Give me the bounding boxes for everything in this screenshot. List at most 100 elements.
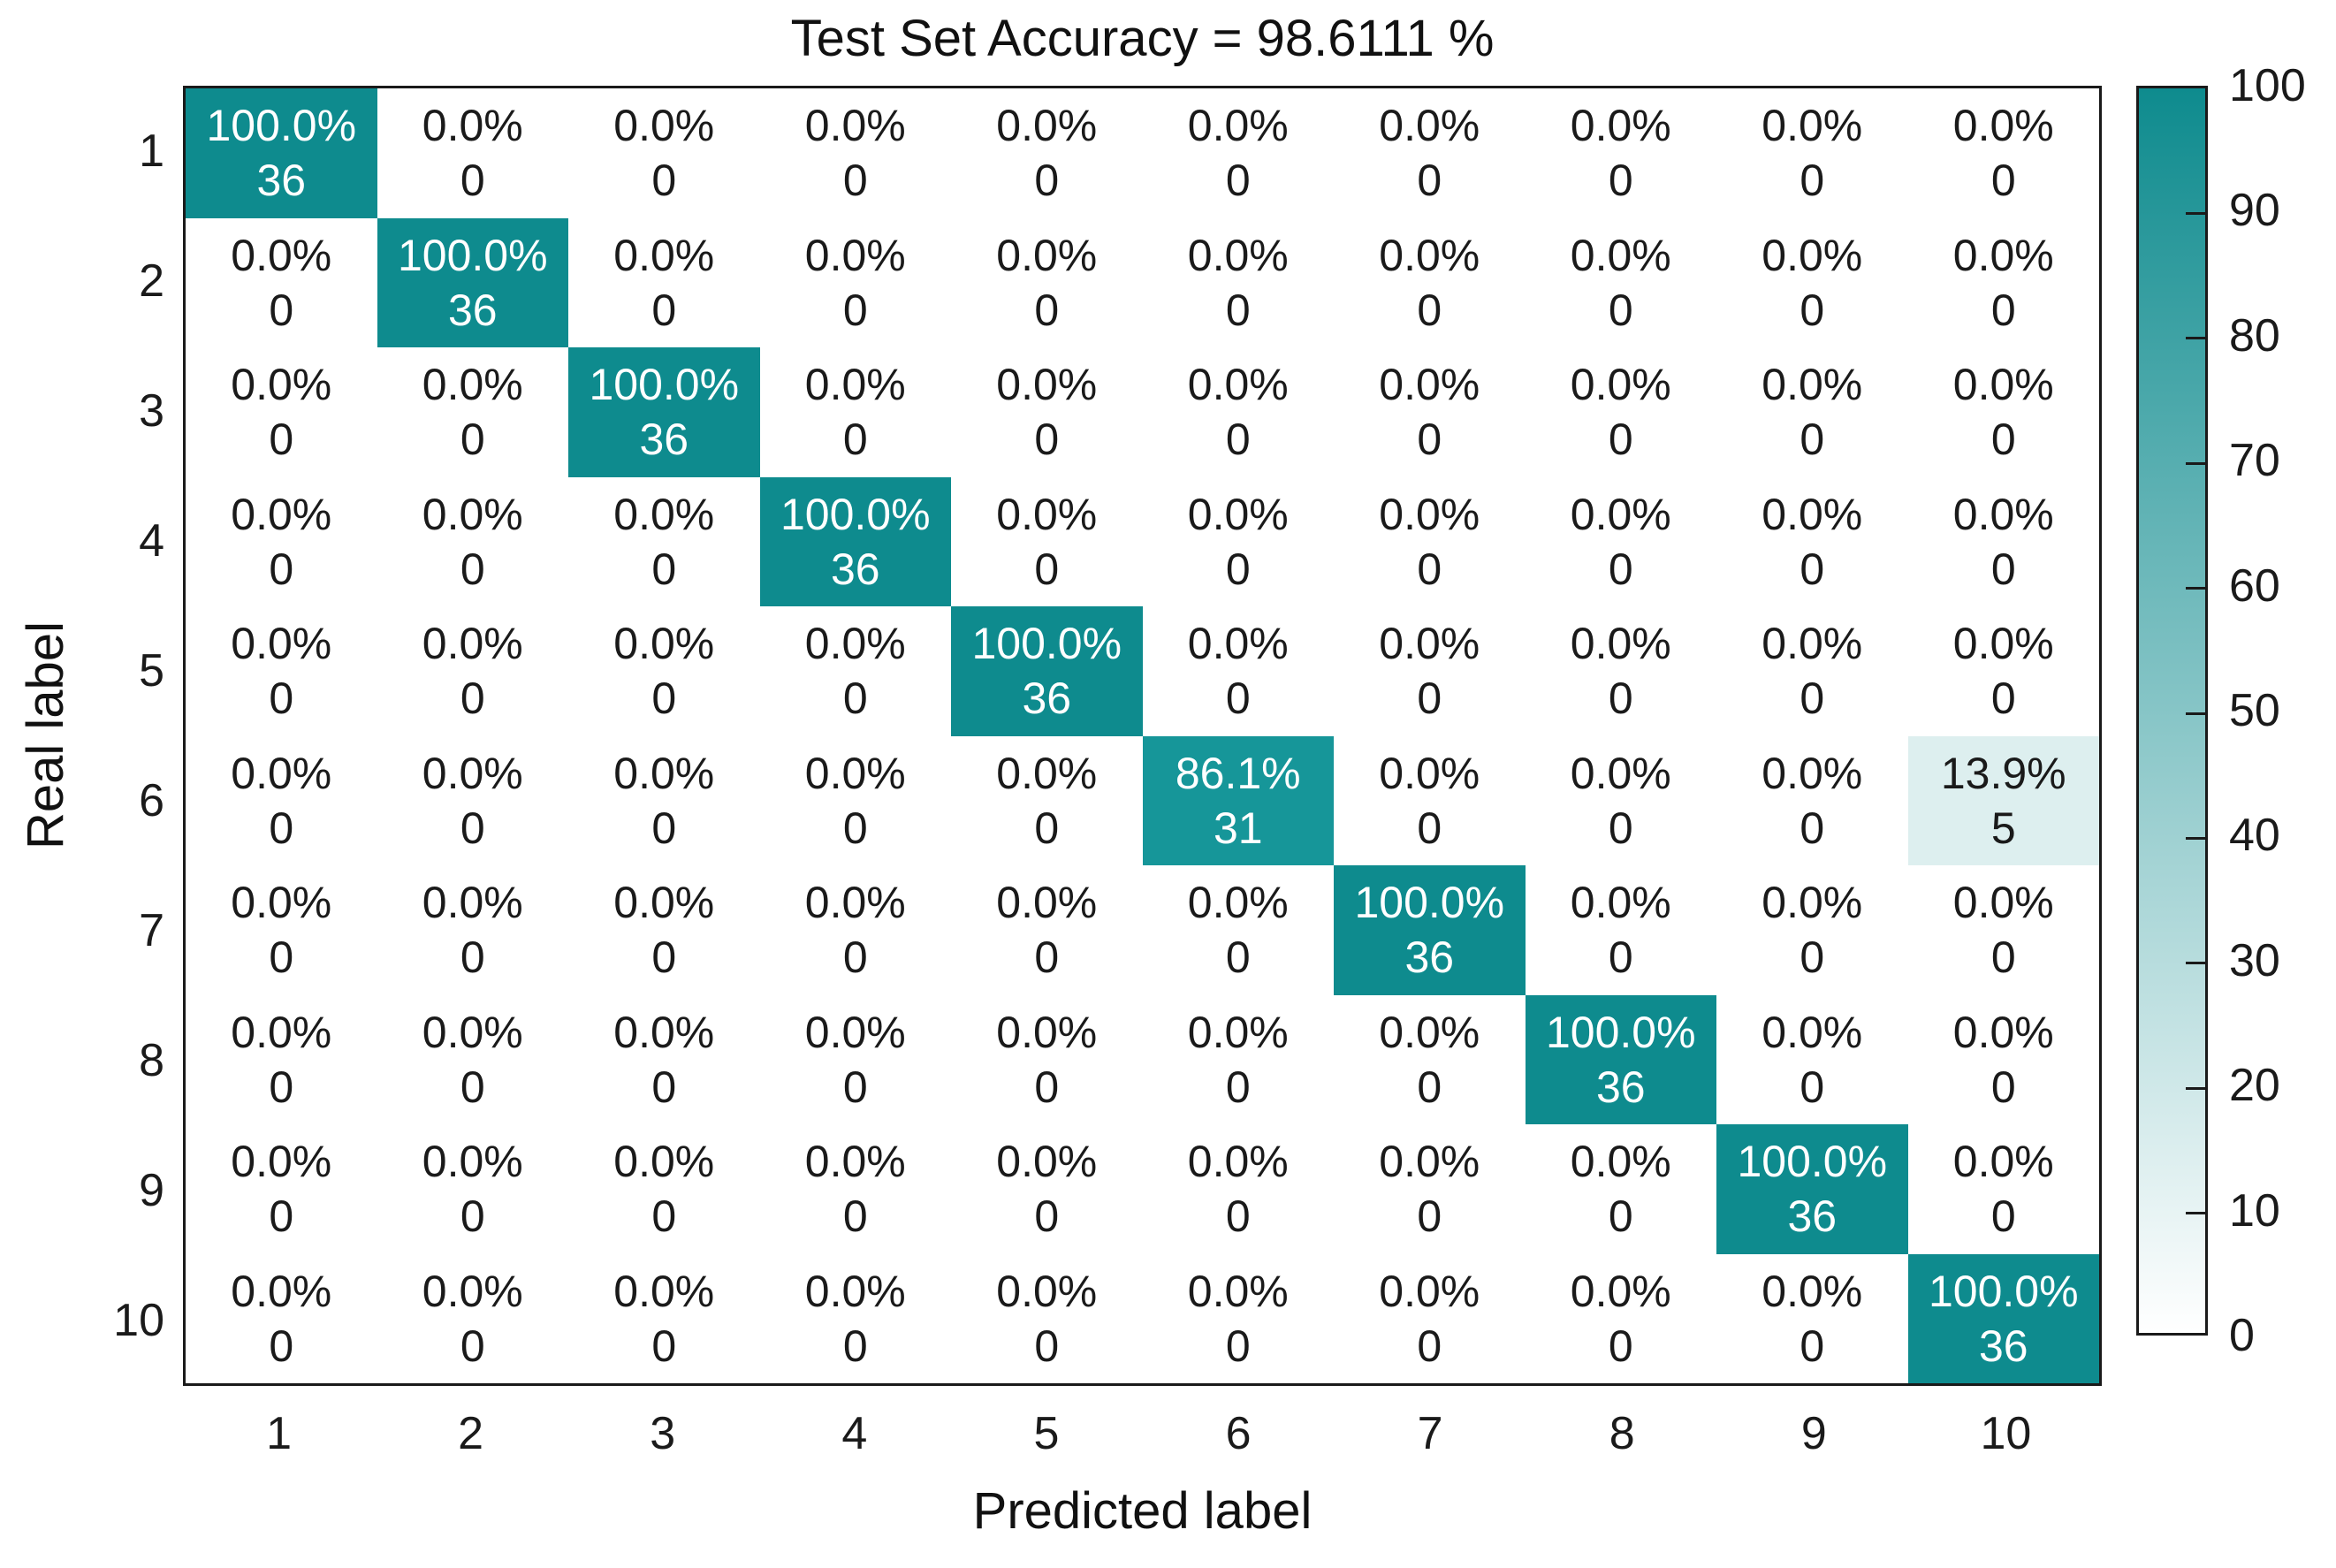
cell-count: 0 — [1225, 1321, 1251, 1371]
cell-percent: 0.0% — [1952, 878, 2054, 928]
cell-count: 0 — [269, 674, 294, 724]
matrix-cell-5-6: 0.0% 0 — [1142, 606, 1334, 736]
cell-percent: 0.0% — [996, 230, 1098, 280]
cell-percent: 100.0% — [1545, 1007, 1696, 1057]
cell-percent: 0.0% — [1379, 360, 1480, 410]
cell-count: 0 — [1608, 932, 1633, 983]
cell-count: 0 — [1990, 674, 2016, 724]
cell-percent: 0.0% — [804, 878, 906, 928]
cell-percent: 0.0% — [1379, 748, 1480, 798]
cell-percent: 0.0% — [1379, 1007, 1480, 1057]
cell-count: 0 — [460, 1191, 485, 1242]
matrix-cell-4-2: 0.0% 0 — [377, 476, 568, 606]
cell-percent: 0.0% — [1570, 1266, 1671, 1316]
cell-percent: 0.0% — [804, 230, 906, 280]
matrix-cell-8-2: 0.0% 0 — [377, 994, 568, 1124]
colorbar-tick-60 — [2186, 587, 2205, 590]
cell-count: 0 — [1417, 156, 1442, 206]
colorbar-label-30: 30 — [2229, 934, 2280, 986]
matrix-cell-2-2: 100.0% 36 — [377, 217, 568, 347]
cell-percent: 0.0% — [613, 619, 715, 669]
cell-count: 0 — [1800, 415, 1825, 465]
matrix-cell-4-7: 0.0% 0 — [1334, 476, 1526, 606]
x-tick-3: 3 — [650, 1408, 676, 1459]
cell-count: 0 — [269, 1321, 294, 1371]
cell-count: 0 — [842, 1062, 868, 1112]
cell-count: 0 — [1990, 544, 2016, 594]
matrix-cell-2-9: 0.0% 0 — [1716, 217, 1908, 347]
cell-percent: 0.0% — [613, 101, 715, 151]
matrix-cell-4-10: 0.0% 0 — [1907, 476, 2099, 606]
colorbar-label-100: 100 — [2229, 60, 2306, 111]
matrix-cell-10-8: 0.0% 0 — [1525, 1253, 1716, 1383]
matrix-cell-3-7: 0.0% 0 — [1334, 347, 1526, 477]
cell-percent: 0.0% — [804, 1137, 906, 1187]
x-tick-8: 8 — [1609, 1408, 1635, 1459]
cell-count: 0 — [1225, 156, 1251, 206]
cell-percent: 0.0% — [996, 1137, 1098, 1187]
cell-percent: 100.0% — [589, 360, 740, 410]
colorbar — [2136, 86, 2208, 1336]
matrix-cell-2-4: 0.0% 0 — [759, 217, 951, 347]
matrix-cell-5-3: 0.0% 0 — [568, 606, 760, 736]
cell-count: 0 — [1990, 285, 2016, 335]
cell-count: 0 — [269, 544, 294, 594]
matrix-cell-10-4: 0.0% 0 — [759, 1253, 951, 1383]
cell-count: 36 — [256, 156, 307, 206]
matrix-cell-10-1: 0.0% 0 — [186, 1253, 377, 1383]
cell-count: 0 — [1800, 932, 1825, 983]
cell-percent: 0.0% — [231, 489, 332, 539]
cell-percent: 0.0% — [1762, 619, 1863, 669]
cell-count: 0 — [269, 1062, 294, 1112]
cell-count: 0 — [1225, 544, 1251, 594]
colorbar-tick-90 — [2186, 211, 2205, 215]
matrix-cell-9-1: 0.0% 0 — [186, 1124, 377, 1254]
cell-count: 0 — [1034, 1191, 1060, 1242]
cell-percent: 0.0% — [231, 1266, 332, 1316]
cell-percent: 0.0% — [422, 1137, 523, 1187]
matrix-cell-1-2: 0.0% 0 — [377, 88, 568, 218]
cell-percent: 0.0% — [231, 230, 332, 280]
matrix-cell-1-3: 0.0% 0 — [568, 88, 760, 218]
cell-count: 0 — [269, 1191, 294, 1242]
cell-count: 0 — [269, 415, 294, 465]
matrix-cell-7-1: 0.0% 0 — [186, 865, 377, 995]
cell-percent: 0.0% — [1379, 1137, 1480, 1187]
cell-percent: 0.0% — [1570, 101, 1671, 151]
cell-percent: 0.0% — [804, 360, 906, 410]
cell-count: 0 — [1225, 674, 1251, 724]
matrix-cell-6-10: 13.9% 5 — [1907, 735, 2099, 865]
matrix-cell-3-8: 0.0% 0 — [1525, 347, 1716, 477]
cell-percent: 0.0% — [422, 360, 523, 410]
x-tick-2: 2 — [458, 1408, 484, 1459]
x-tick-7: 7 — [1417, 1408, 1443, 1459]
matrix-cell-2-10: 0.0% 0 — [1907, 217, 2099, 347]
cell-percent: 0.0% — [996, 1266, 1098, 1316]
cell-percent: 0.0% — [1187, 619, 1289, 669]
cell-count: 0 — [1990, 415, 2016, 465]
y-tick-10: 10 — [113, 1295, 164, 1347]
cell-count: 0 — [651, 156, 677, 206]
cell-percent: 0.0% — [996, 101, 1098, 151]
cell-percent: 0.0% — [1762, 101, 1863, 151]
cell-percent: 0.0% — [231, 878, 332, 928]
cell-count: 0 — [1034, 803, 1060, 853]
y-tick-4: 4 — [139, 514, 164, 567]
cell-count: 0 — [1225, 415, 1251, 465]
colorbar-label-40: 40 — [2229, 810, 2280, 862]
x-tick-9: 9 — [1800, 1408, 1827, 1459]
colorbar-tick-30 — [2186, 962, 2205, 965]
cell-percent: 0.0% — [613, 1266, 715, 1316]
cell-percent: 0.0% — [231, 1007, 332, 1057]
colorbar-label-10: 10 — [2229, 1184, 2280, 1237]
cell-count: 0 — [842, 932, 868, 983]
cell-count: 36 — [1595, 1062, 1646, 1112]
matrix-cell-9-8: 0.0% 0 — [1525, 1124, 1716, 1254]
matrix-cell-10-10: 100.0% 36 — [1907, 1253, 2099, 1383]
cell-count: 0 — [651, 1191, 677, 1242]
cell-percent: 0.0% — [804, 1266, 906, 1316]
matrix-cell-6-7: 0.0% 0 — [1334, 735, 1526, 865]
cell-percent: 0.0% — [422, 101, 523, 151]
matrix-cell-2-5: 0.0% 0 — [951, 217, 1143, 347]
cell-count: 36 — [447, 285, 498, 335]
